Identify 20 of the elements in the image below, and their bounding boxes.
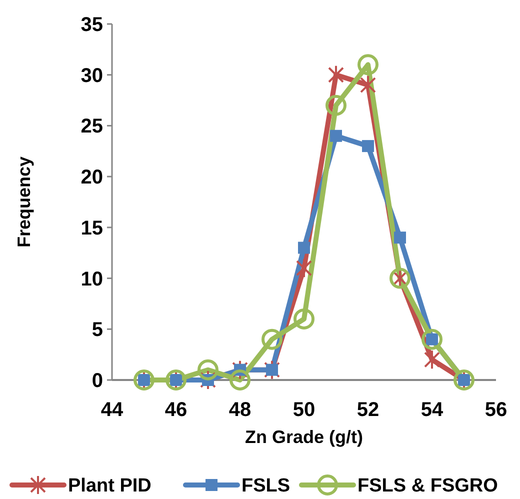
- y-tick-label: 10: [80, 268, 103, 290]
- y-tick-label: 5: [92, 319, 103, 342]
- y-tick-label: 0: [92, 370, 103, 392]
- x-tick-label: 50: [292, 399, 316, 421]
- legend-label: FSLS & FSGRO: [358, 476, 498, 497]
- legend-label: FSLS: [242, 476, 290, 497]
- x-tick-label: 56: [484, 399, 508, 421]
- legend-label: Plant PID: [68, 476, 152, 497]
- y-tick-label: 20: [80, 166, 103, 189]
- y-tick-label: 30: [80, 64, 103, 87]
- x-tick-label: 52: [356, 399, 380, 421]
- y-tick-label: 25: [80, 116, 103, 138]
- y-tick-label: 15: [80, 217, 103, 240]
- y-tick-label: 35: [80, 14, 103, 36]
- x-tick-label: 44: [100, 399, 124, 421]
- x-tick-label: 46: [164, 399, 188, 421]
- x-axis-title: Zn Grade (g/t): [245, 427, 363, 447]
- y-axis-title: Frequency: [14, 156, 34, 248]
- x-tick-label: 48: [228, 399, 252, 421]
- x-tick-label: 54: [420, 399, 444, 421]
